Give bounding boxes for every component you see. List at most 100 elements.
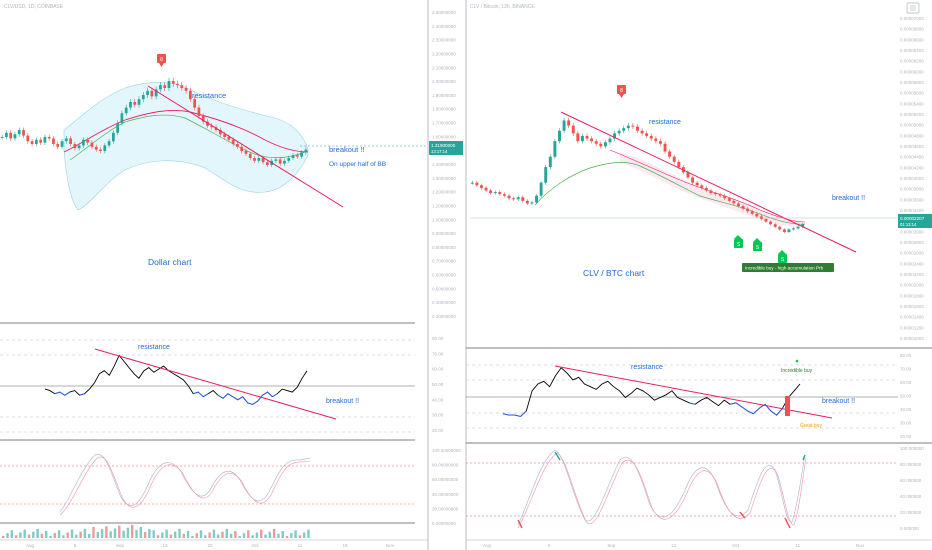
axis-tick-label: 0.00004600	[900, 144, 924, 149]
left-resistance-label: resistance	[192, 91, 226, 100]
axis-tick-label: 20.00	[432, 428, 444, 433]
left-rsi-line	[44, 354, 308, 405]
rsi-segment	[514, 414, 521, 417]
axis-tick-label: 0.00001400	[900, 315, 924, 320]
candle-body	[484, 187, 488, 191]
axis-tick-label: 0.70000000	[432, 259, 456, 264]
candle-body	[613, 133, 617, 139]
candle-body	[176, 83, 179, 86]
axis-tick-label: 100.00000000	[432, 448, 461, 453]
candle-body	[704, 187, 708, 191]
axis-tick-label: 50.00	[900, 394, 912, 399]
right-rsi-axis: 80.00 70.00 60.00 50.00 40.00 30.00 20.00	[900, 353, 912, 439]
rsi-segment	[222, 393, 229, 399]
candle-body	[0, 137, 4, 138]
axis-tick-label: 60.000000	[900, 478, 922, 483]
volume-bar	[45, 531, 48, 538]
axis-tick-label: 0.60000000	[432, 273, 456, 278]
time-tick-label: Sep	[116, 543, 125, 548]
volume-bar	[66, 532, 69, 538]
left-bollinger-band	[63, 82, 309, 211]
candle-body	[22, 130, 25, 136]
axis-tick-label: 0.00005200	[900, 112, 924, 117]
left-rsi-resistance-label: resistance	[138, 344, 170, 351]
candle-body	[576, 133, 580, 142]
candle-body	[530, 202, 534, 204]
axis-tick-label: 1.80000000	[432, 107, 456, 112]
candle-body	[622, 128, 626, 131]
rsi-segment	[257, 394, 263, 402]
candle-body	[512, 198, 516, 200]
volume-bar	[260, 529, 263, 538]
candle-body	[47, 137, 51, 139]
axis-tick-label: 20.00000000	[432, 506, 459, 511]
candle-body	[585, 135, 589, 139]
volume-bar	[96, 532, 99, 538]
candle-body	[236, 144, 239, 147]
axis-tick-label: 0.00003400	[900, 208, 924, 213]
time-tick-label: 13	[671, 543, 677, 548]
right-stoch-oversold-marks	[517, 511, 791, 529]
left-resistance-trendline	[147, 85, 344, 208]
candle-body	[56, 144, 60, 147]
candle-body	[507, 195, 511, 199]
candle-body	[658, 141, 662, 144]
candle-body	[17, 130, 21, 135]
candle-body	[686, 172, 690, 178]
axis-tick-label: 2.40000000	[432, 24, 456, 29]
candle-body	[120, 113, 124, 123]
axis-tick-label: 20.000000	[900, 510, 922, 515]
candle-body	[580, 135, 584, 142]
candle-body	[257, 158, 261, 161]
right-stoch-d	[517, 452, 807, 529]
candle-body	[244, 151, 248, 154]
volume-bar	[242, 533, 246, 538]
settings-icon[interactable]	[906, 2, 920, 14]
volume-bar	[290, 533, 293, 538]
axis-tick-label: 0.00006000	[900, 69, 924, 74]
volume-bar	[225, 528, 228, 538]
left-chart-header: CLV/USD, 1D, COINBASE	[4, 4, 64, 10]
volume-bar	[272, 528, 276, 538]
candle-body	[201, 116, 205, 122]
candle-body	[502, 194, 506, 196]
candle-body	[709, 190, 713, 194]
right-rsi-pane: resistance Incredible buy breakout !! Gr…	[466, 359, 898, 429]
axis-tick-label: 0.00002600	[900, 251, 924, 256]
axis-tick-label: 0.00003800	[900, 187, 924, 192]
left-price-tag: 1.31900000 13:17:14	[429, 141, 463, 155]
candle-body	[141, 95, 145, 100]
axis-tick-label: 2.00000000	[432, 79, 456, 84]
candle-body	[94, 146, 98, 150]
axis-tick-label: 0.00004400	[900, 155, 924, 160]
candle-body	[773, 224, 777, 227]
candle-body	[695, 182, 699, 186]
right-candles	[470, 117, 805, 234]
rsi-segment	[758, 403, 766, 409]
candle-body	[801, 224, 805, 227]
candle-body	[77, 145, 81, 149]
left-rsi-pane: resistance breakout !!	[0, 339, 415, 433]
rsi-segment	[247, 402, 253, 405]
candle-body	[90, 142, 94, 147]
right-stoch-k	[517, 449, 806, 526]
candle-body	[654, 138, 658, 142]
volume-bar	[49, 536, 52, 538]
right-incredible-buy-label: Incredible buy	[781, 368, 813, 374]
candle-body	[154, 89, 158, 97]
axis-tick-label: 0.00001000	[900, 336, 924, 341]
candle-body	[617, 130, 621, 134]
rsi-segment	[729, 402, 737, 405]
axis-tick-label: 0.00003600	[900, 197, 924, 202]
candle-body	[73, 144, 77, 149]
candle-body	[82, 139, 85, 146]
rsi-segment	[741, 406, 748, 412]
right-chart-name-label: CLV / BTC chart	[583, 268, 645, 278]
axis-tick-label: 0.00001600	[900, 304, 924, 309]
axis-tick-label: 1.20000000	[432, 190, 456, 195]
candle-body	[736, 203, 740, 207]
axis-tick-label: 0.00007000	[900, 16, 924, 21]
candle-body	[553, 141, 557, 157]
volume-bar	[75, 534, 78, 538]
candle-body	[723, 195, 727, 199]
